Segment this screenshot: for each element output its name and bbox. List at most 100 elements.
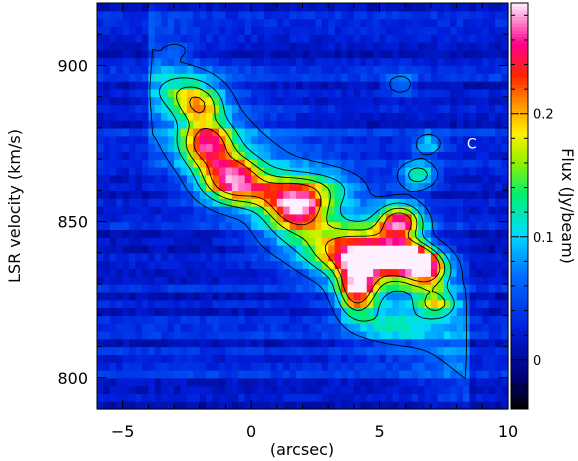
heatmap-cell (379, 393, 387, 402)
heatmap-cell (238, 10, 246, 20)
heatmap-cell (321, 190, 329, 199)
heatmap-cell (289, 362, 297, 371)
heatmap-cell (392, 198, 400, 207)
heatmap-cell (154, 260, 162, 270)
heatmap-cell (328, 237, 336, 246)
heatmap-cell (430, 104, 438, 113)
heatmap-cell (238, 34, 246, 43)
heatmap-cell (219, 393, 227, 402)
heatmap-cell (109, 159, 117, 168)
heatmap-cell (321, 10, 329, 20)
heatmap-cell (212, 81, 220, 90)
heatmap-cell (373, 120, 381, 129)
heatmap-cell (135, 81, 143, 90)
heatmap-cell (328, 18, 336, 28)
heatmap-cell (463, 385, 471, 394)
heatmap-cell (283, 112, 291, 121)
heatmap-cell (488, 338, 496, 348)
heatmap-cell (360, 315, 368, 324)
heatmap-cell (244, 166, 252, 176)
heatmap-cell (238, 174, 246, 184)
heatmap-cell (353, 96, 361, 106)
heatmap-cell (193, 112, 201, 121)
heatmap-cell (424, 182, 432, 191)
heatmap-cell (392, 174, 400, 184)
heatmap-cell (251, 276, 259, 285)
heatmap-cell (206, 268, 214, 277)
heatmap-cell (122, 323, 130, 332)
heatmap-cell (495, 245, 503, 254)
heatmap-cell (206, 198, 214, 207)
heatmap-cell (103, 42, 111, 51)
heatmap-cell (174, 369, 182, 379)
heatmap-cell (148, 10, 156, 20)
heatmap-cell (366, 206, 374, 215)
heatmap-cell (418, 88, 426, 98)
heatmap-cell (231, 159, 239, 168)
heatmap-cell (308, 96, 316, 106)
heatmap-cell (199, 284, 207, 293)
heatmap-cell (238, 369, 246, 379)
heatmap-cell (180, 260, 188, 270)
heatmap-cell (283, 127, 291, 137)
heatmap-cell (225, 315, 233, 324)
heatmap-cell (116, 166, 124, 176)
heatmap-cell (398, 299, 406, 309)
heatmap-cell (392, 159, 400, 168)
heatmap-cell (353, 151, 361, 160)
heatmap-cell (283, 299, 291, 309)
heatmap-cell (430, 73, 438, 82)
heatmap-cell (289, 10, 297, 20)
heatmap-cell (161, 96, 169, 106)
heatmap-cell (206, 330, 214, 340)
heatmap-cell (180, 190, 188, 199)
heatmap-cell (109, 104, 117, 113)
heatmap-cell (225, 112, 233, 121)
heatmap-cell (379, 354, 387, 363)
heatmap-cell (167, 385, 175, 394)
heatmap-cell (161, 401, 169, 410)
heatmap-cell (180, 88, 188, 98)
heatmap-cell (341, 252, 349, 262)
heatmap-cell (276, 362, 284, 371)
heatmap-cell (501, 88, 509, 98)
heatmap-cell (219, 291, 227, 301)
heatmap-cell (148, 65, 156, 74)
heatmap-cell (231, 174, 239, 184)
heatmap-cell (263, 284, 271, 293)
heatmap-cell (379, 229, 387, 238)
colorbar-segment (511, 344, 528, 349)
heatmap-cell (488, 245, 496, 254)
heatmap-cell (334, 65, 342, 74)
heatmap-cell (411, 159, 419, 168)
heatmap-cell (456, 213, 464, 223)
heatmap-cell (199, 127, 207, 137)
heatmap-cell (308, 159, 316, 168)
heatmap-cell (437, 315, 445, 324)
heatmap-cell (418, 190, 426, 199)
heatmap-cell (206, 127, 214, 137)
heatmap-cell (385, 73, 393, 82)
heatmap-cell (373, 57, 381, 67)
heatmap-cell (469, 323, 477, 332)
heatmap-cell (270, 362, 278, 371)
heatmap-cell (373, 369, 381, 379)
heatmap-cell (456, 362, 464, 371)
heatmap-cell (443, 49, 451, 59)
heatmap-cell (135, 49, 143, 59)
colorbar-segment (511, 107, 528, 112)
heatmap-cell (347, 354, 355, 363)
heatmap-cell (385, 10, 393, 20)
heatmap-cell (193, 88, 201, 98)
heatmap-cell (174, 213, 182, 223)
heatmap-cell (257, 346, 265, 355)
heatmap-cell (379, 65, 387, 74)
heatmap-cell (482, 385, 490, 394)
heatmap-cell (219, 42, 227, 51)
heatmap-cell (302, 73, 310, 82)
heatmap-cell (379, 151, 387, 160)
heatmap-cell (129, 159, 137, 168)
heatmap-cell (219, 190, 227, 199)
heatmap-cell (296, 112, 304, 121)
heatmap-cell (276, 299, 284, 309)
